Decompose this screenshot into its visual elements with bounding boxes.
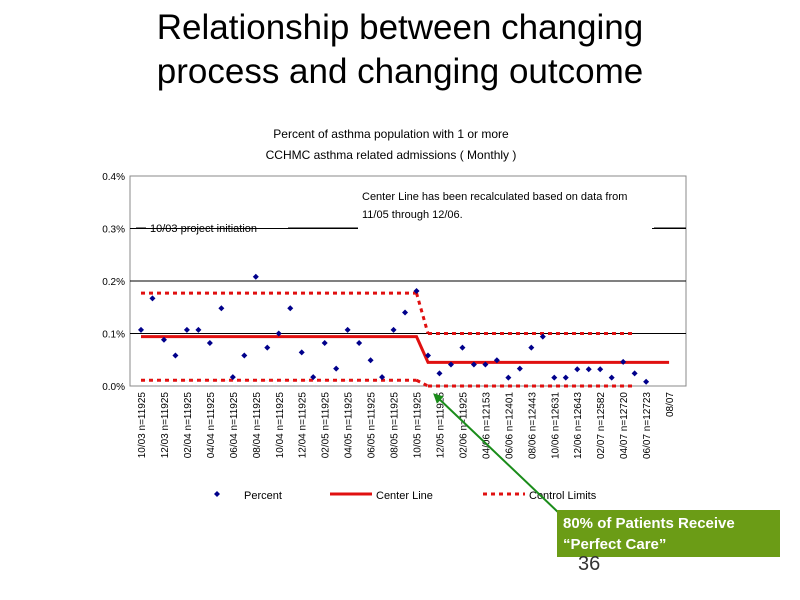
data-point <box>287 305 294 312</box>
x-tick-label: 12/05 n=11925 <box>435 392 446 459</box>
x-tick-label: 12/06 n=12643 <box>573 392 584 459</box>
data-point <box>436 370 443 377</box>
data-point <box>367 357 374 364</box>
initiation-annotation: 10/03 project initiation <box>150 223 257 235</box>
data-point <box>470 361 477 368</box>
data-point <box>218 305 225 312</box>
y-tick-label: 0.3% <box>102 225 125 236</box>
control-limit-step <box>415 292 430 334</box>
data-point <box>321 339 328 346</box>
data-point <box>138 326 144 333</box>
slide-title-line-1: Relationship between changing <box>156 8 644 47</box>
y-tick-label: 0.1% <box>102 330 125 341</box>
x-tick-label: 08/05 n=11925 <box>390 392 401 459</box>
x-tick-label: 04/04 n=11925 <box>206 392 217 459</box>
data-point <box>241 352 248 359</box>
page-number: 36 <box>578 553 601 575</box>
y-tick-label: 0.0% <box>102 382 125 393</box>
data-point <box>516 365 523 372</box>
legend-percent-marker <box>214 491 220 497</box>
callout-arrow <box>433 393 561 515</box>
data-point <box>551 374 558 381</box>
data-point <box>229 374 236 381</box>
x-tick-label: 04/06 n=12153 <box>481 392 492 459</box>
data-point <box>195 326 202 333</box>
slide-title-line-2: process and changing outcome <box>156 52 644 91</box>
data-point <box>390 326 397 333</box>
x-tick-label: 06/06 n=12401 <box>504 392 515 459</box>
perfect-care-callout: 80% of Patients Receive “Perfect Care” <box>557 510 780 557</box>
recalc-annotation-line-1: Center Line has been recalculated based … <box>362 191 627 203</box>
control-limit-step <box>415 378 429 388</box>
chart-title-line-1: Percent of asthma population with 1 or m… <box>273 127 509 141</box>
legend: Percent Center Line Control Limits <box>214 490 597 502</box>
legend-percent-label: Percent <box>244 490 282 502</box>
data-point <box>206 339 213 346</box>
data-point <box>149 295 156 302</box>
data-point <box>493 357 500 364</box>
data-point <box>310 374 317 381</box>
x-tick-label: 08/04 n=11925 <box>252 392 263 459</box>
data-point <box>608 374 615 381</box>
chart-title-line-2: CCHMC asthma related admissions ( Monthl… <box>266 148 517 162</box>
data-point <box>275 330 282 337</box>
data-point <box>425 352 431 359</box>
data-point <box>562 374 569 381</box>
data-point <box>356 339 363 346</box>
x-tick-label: 04/05 n=11925 <box>344 392 355 459</box>
center-line <box>141 335 670 364</box>
data-point <box>333 365 340 372</box>
y-tick-label: 0.4% <box>102 172 125 183</box>
data-point <box>539 333 546 340</box>
data-point <box>344 326 351 333</box>
data-point <box>505 374 512 381</box>
x-tick-label: 08/06 n=12443 <box>527 392 538 459</box>
recalc-annotation-box <box>358 182 652 230</box>
data-point <box>298 349 305 356</box>
data-point <box>631 370 638 377</box>
callout-line-1: 80% of Patients Receive <box>563 515 735 532</box>
legend-control-limits-label: Control Limits <box>529 490 597 502</box>
data-point <box>172 352 179 359</box>
slide-title: Relationship between changing process an… <box>0 6 800 94</box>
legend-center-line-label: Center Line <box>376 490 433 502</box>
callout-line-2: “Perfect Care” <box>563 536 667 553</box>
data-point <box>264 344 271 351</box>
data-point <box>643 378 650 385</box>
x-tick-label: 02/05 n=11925 <box>321 392 332 459</box>
data-point <box>379 374 386 381</box>
data-point <box>585 366 592 373</box>
data-point <box>160 336 167 343</box>
x-tick-label: 12/04 n=11925 <box>298 392 309 459</box>
x-tick-label: 02/04 n=11925 <box>183 392 194 459</box>
x-tick-label: 02/06 n=11925 <box>458 392 469 459</box>
x-tick-label: 10/05 n=11925 <box>413 392 424 459</box>
data-point <box>402 309 409 316</box>
data-point <box>574 366 581 373</box>
x-tick-label: 04/07 n=12720 <box>619 392 630 459</box>
x-tick-label: 12/03 n=11925 <box>160 392 171 459</box>
x-tick-label: 10/03 n=11925 <box>137 392 148 459</box>
data-point <box>447 361 454 368</box>
x-tick-label: 08/07 <box>665 392 676 417</box>
data-point <box>459 344 466 351</box>
x-tick-label: 10/06 n=12631 <box>550 392 561 459</box>
data-point <box>413 287 420 294</box>
data-point <box>482 361 489 368</box>
data-point <box>252 273 259 280</box>
data-point <box>528 344 535 351</box>
x-tick-label: 02/07 n=12582 <box>596 392 607 459</box>
x-tick-label: 06/07 n=12723 <box>642 392 653 459</box>
x-tick-label: 06/04 n=11925 <box>229 392 240 459</box>
x-tick-label: 10/04 n=11925 <box>275 392 286 459</box>
data-point <box>183 326 190 333</box>
data-point <box>597 366 604 373</box>
recalc-annotation-line-2: 11/05 through 12/06. <box>362 209 463 221</box>
data-point <box>620 358 627 365</box>
x-tick-label: 06/05 n=11925 <box>367 392 378 459</box>
y-tick-label: 0.2% <box>102 277 125 288</box>
